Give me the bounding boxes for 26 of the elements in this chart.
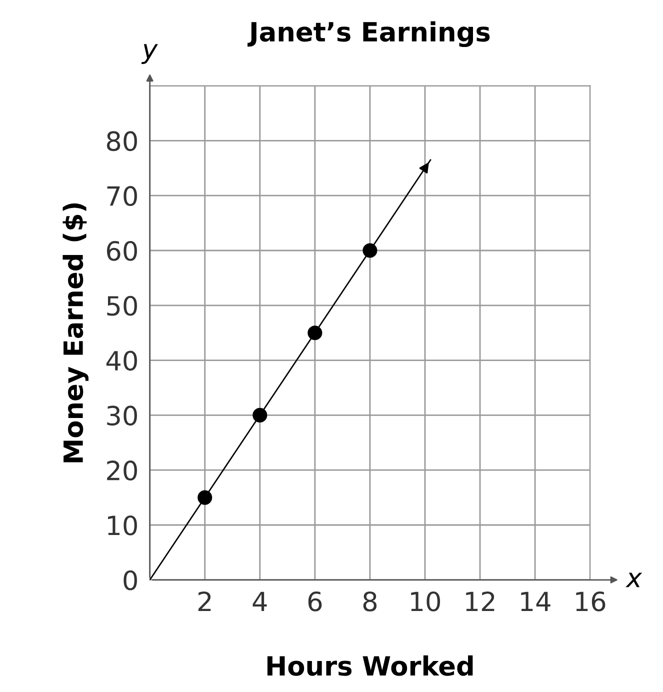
y-tick-label: 80 — [106, 131, 137, 152]
y-axis-title: Money Earned ($) — [62, 203, 88, 462]
x-tick-label: 6 — [308, 591, 322, 612]
y-tick-label: 40 — [106, 350, 137, 371]
x-tick-label: 4 — [252, 592, 267, 612]
x-tick-label: 16 — [576, 591, 606, 612]
x-tick-label: 14 — [521, 592, 550, 612]
x-tick-label: 8 — [363, 591, 377, 612]
y-tick-label: 50 — [107, 296, 137, 316]
x-tick-label: 2 — [198, 591, 211, 612]
y-tick-label: 30 — [107, 406, 137, 426]
y-tick-label: 10 — [108, 515, 137, 536]
point — [252, 408, 268, 422]
y-tick-label: 20 — [107, 460, 137, 480]
point — [308, 326, 322, 340]
text: x — [626, 572, 642, 588]
x-axis-title: Hours Worked — [267, 655, 473, 676]
y-tick-label: 70 — [107, 186, 137, 206]
y-tick-label: 60 — [106, 240, 137, 261]
point — [198, 490, 212, 505]
text: y — [141, 44, 158, 64]
y-tick-label: 0 — [124, 570, 137, 590]
x-tick-label: 12 — [466, 591, 494, 612]
chart-title: Janet’s Earnings — [248, 21, 490, 48]
point — [362, 243, 378, 258]
x-tick-label: 10 — [411, 591, 440, 612]
